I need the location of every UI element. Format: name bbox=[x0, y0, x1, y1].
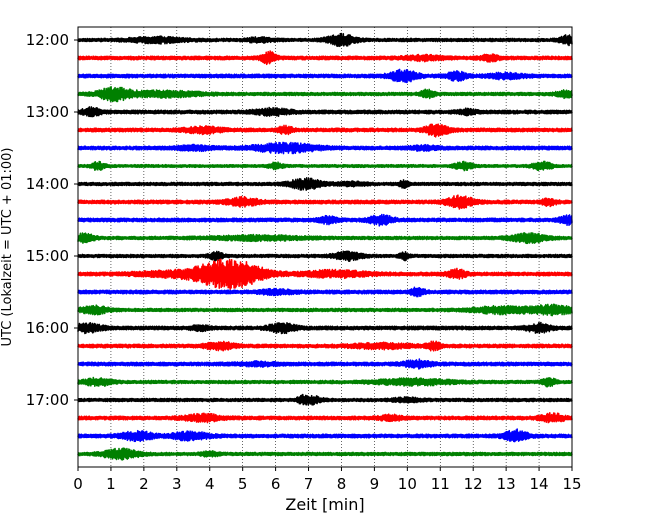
trace-1645 bbox=[77, 376, 573, 388]
y-axis: 12:00 13:00 14:00 15:00 16:00 17:00 bbox=[26, 31, 78, 409]
x-axis-label: Zeit [min] bbox=[285, 495, 364, 514]
x-tick-label: 2 bbox=[139, 475, 149, 493]
trace-1245 bbox=[77, 86, 573, 103]
x-tick-label: 13 bbox=[497, 475, 516, 493]
trace-1715 bbox=[77, 411, 573, 424]
trace-1630 bbox=[77, 358, 573, 370]
x-tick-label: 15 bbox=[562, 475, 581, 493]
trace-1430 bbox=[77, 213, 573, 227]
y-tick-label: 17:00 bbox=[26, 391, 69, 409]
x-axis: 0 1 2 3 4 5 6 7 8 9 10 11 12 13 14 15 bbox=[73, 467, 582, 493]
x-tick-label: 1 bbox=[106, 475, 116, 493]
x-tick-label: 12 bbox=[464, 475, 483, 493]
trace-1345 bbox=[77, 160, 573, 172]
trace-1330 bbox=[77, 141, 573, 155]
trace-1530 bbox=[77, 286, 573, 298]
x-tick-label: 14 bbox=[530, 475, 549, 493]
x-tick-label: 0 bbox=[73, 475, 83, 493]
seismic-traces bbox=[77, 32, 573, 461]
trace-1215 bbox=[77, 50, 573, 66]
x-tick-label: 3 bbox=[172, 475, 182, 493]
trace-1730 bbox=[77, 428, 573, 443]
trace-1500 bbox=[77, 250, 573, 262]
x-tick-label: 4 bbox=[205, 475, 215, 493]
y-tick-label: 16:00 bbox=[26, 319, 69, 337]
trace-1200 bbox=[77, 32, 573, 48]
trace-1745 bbox=[77, 447, 573, 461]
trace-1600 bbox=[77, 321, 573, 335]
vertical-gridlines bbox=[110, 27, 540, 467]
x-tick-label: 10 bbox=[398, 475, 417, 493]
y-tick-label: 14:00 bbox=[26, 175, 69, 193]
y-tick-label: 12:00 bbox=[26, 31, 69, 49]
trace-1300 bbox=[77, 106, 573, 118]
x-tick-label: 11 bbox=[431, 475, 450, 493]
plot-frame bbox=[77, 26, 573, 468]
x-tick-label: 8 bbox=[337, 475, 347, 493]
trace-1615 bbox=[77, 340, 573, 352]
trace-1400 bbox=[77, 177, 573, 191]
trace-1415 bbox=[77, 194, 573, 210]
y-tick-label: 13:00 bbox=[26, 103, 69, 121]
trace-1445 bbox=[77, 232, 573, 245]
trace-1315 bbox=[77, 123, 573, 138]
trace-1515 bbox=[77, 258, 573, 290]
x-tick-label: 7 bbox=[304, 475, 314, 493]
x-tick-label: 9 bbox=[370, 475, 380, 493]
x-tick-label: 6 bbox=[271, 475, 281, 493]
y-tick-label: 15:00 bbox=[26, 247, 69, 265]
trace-1545 bbox=[77, 303, 573, 317]
x-tick-label: 5 bbox=[238, 475, 248, 493]
trace-1700 bbox=[77, 393, 573, 406]
y-axis-label: UTC (Lokalzeit = UTC + 01:00) bbox=[0, 148, 15, 347]
trace-1230 bbox=[77, 68, 573, 84]
